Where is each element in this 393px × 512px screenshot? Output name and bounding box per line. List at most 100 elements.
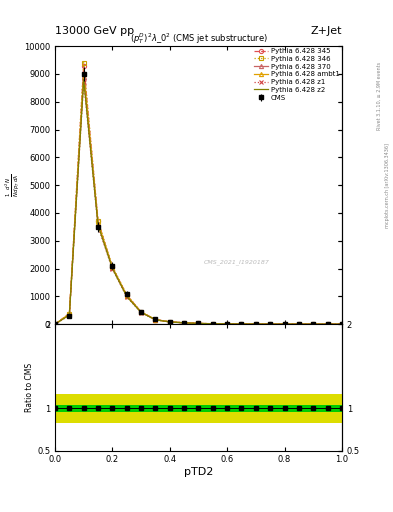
Pythia 6.428 z2 xyxy=(239,321,244,327)
Pythia 6.428 346 xyxy=(325,321,330,327)
Pythia 6.428 z2 xyxy=(153,317,158,323)
Pythia 6.428 346 xyxy=(282,321,287,327)
Pythia 6.428 ambt1 xyxy=(67,311,72,317)
Pythia 6.428 z1 xyxy=(67,312,72,318)
Pythia 6.428 346 xyxy=(167,318,172,325)
Pythia 6.428 z1 xyxy=(325,321,330,327)
Line: Pythia 6.428 370: Pythia 6.428 370 xyxy=(53,75,344,326)
Pythia 6.428 370 xyxy=(167,319,172,325)
Pythia 6.428 z2 xyxy=(53,321,57,327)
Pythia 6.428 z2 xyxy=(253,321,258,327)
Pythia 6.428 z2 xyxy=(96,222,101,228)
Pythia 6.428 370 xyxy=(282,321,287,327)
Pythia 6.428 z1 xyxy=(196,321,201,327)
X-axis label: pTD2: pTD2 xyxy=(184,467,213,477)
Pythia 6.428 ambt1 xyxy=(110,264,115,270)
Pythia 6.428 370 xyxy=(325,321,330,327)
Y-axis label: Ratio to CMS: Ratio to CMS xyxy=(25,363,34,412)
Pythia 6.428 345 xyxy=(239,321,244,327)
Pythia 6.428 345 xyxy=(81,62,86,69)
Pythia 6.428 ambt1 xyxy=(268,321,273,327)
Pythia 6.428 z1 xyxy=(53,321,57,327)
Pythia 6.428 345 xyxy=(196,321,201,327)
Pythia 6.428 z2 xyxy=(268,321,273,327)
Pythia 6.428 z2 xyxy=(139,309,143,315)
Text: mcplots.cern.ch [arXiv:1306.3436]: mcplots.cern.ch [arXiv:1306.3436] xyxy=(385,143,389,228)
Line: Pythia 6.428 z2: Pythia 6.428 z2 xyxy=(55,79,342,324)
Pythia 6.428 z1 xyxy=(297,321,301,327)
Title: $(p_T^D)^2\lambda\_0^2$ (CMS jet substructure): $(p_T^D)^2\lambda\_0^2$ (CMS jet substru… xyxy=(130,31,267,46)
Pythia 6.428 370 xyxy=(253,321,258,327)
Pythia 6.428 z1 xyxy=(96,224,101,230)
Pythia 6.428 z2 xyxy=(167,319,172,325)
Pythia 6.428 345 xyxy=(211,321,215,327)
Pythia 6.428 370 xyxy=(153,316,158,323)
Pythia 6.428 346 xyxy=(110,263,115,269)
Pythia 6.428 346 xyxy=(53,321,57,327)
Pythia 6.428 345 xyxy=(182,319,187,326)
Pythia 6.428 346 xyxy=(139,309,143,315)
Pythia 6.428 ambt1 xyxy=(253,321,258,327)
Pythia 6.428 z2 xyxy=(196,321,201,327)
Pythia 6.428 346 xyxy=(81,60,86,66)
Pythia 6.428 ambt1 xyxy=(225,321,230,327)
Pythia 6.428 z1 xyxy=(239,321,244,327)
Pythia 6.428 z1 xyxy=(253,321,258,327)
Pythia 6.428 z2 xyxy=(311,321,316,327)
Pythia 6.428 z2 xyxy=(225,321,230,327)
Pythia 6.428 346 xyxy=(253,321,258,327)
Pythia 6.428 z1 xyxy=(211,321,215,327)
Bar xyxy=(55,394,342,423)
Pythia 6.428 370 xyxy=(211,321,215,327)
Pythia 6.428 346 xyxy=(125,292,129,298)
Pythia 6.428 ambt1 xyxy=(311,321,316,327)
Pythia 6.428 345 xyxy=(125,292,129,298)
Pythia 6.428 z1 xyxy=(282,321,287,327)
Pythia 6.428 ambt1 xyxy=(182,319,187,326)
Pythia 6.428 ambt1 xyxy=(340,321,344,327)
Pythia 6.428 ambt1 xyxy=(53,321,57,327)
Pythia 6.428 346 xyxy=(196,321,201,327)
Pythia 6.428 ambt1 xyxy=(125,292,129,298)
Pythia 6.428 345 xyxy=(282,321,287,327)
Pythia 6.428 345 xyxy=(96,218,101,224)
Pythia 6.428 z1 xyxy=(81,79,86,86)
Pythia 6.428 ambt1 xyxy=(297,321,301,327)
Pythia 6.428 370 xyxy=(182,320,187,326)
Pythia 6.428 370 xyxy=(125,293,129,299)
Pythia 6.428 z1 xyxy=(268,321,273,327)
Pythia 6.428 345 xyxy=(139,309,143,315)
Pythia 6.428 ambt1 xyxy=(196,321,201,327)
Pythia 6.428 z2 xyxy=(125,293,129,300)
Pythia 6.428 ambt1 xyxy=(282,321,287,327)
Pythia 6.428 z2 xyxy=(297,321,301,327)
Pythia 6.428 ambt1 xyxy=(81,71,86,77)
Pythia 6.428 ambt1 xyxy=(96,220,101,226)
Pythia 6.428 370 xyxy=(81,74,86,80)
Pythia 6.428 345 xyxy=(67,310,72,316)
Text: 13000 GeV pp: 13000 GeV pp xyxy=(55,26,134,36)
Pythia 6.428 ambt1 xyxy=(167,319,172,325)
Pythia 6.428 345 xyxy=(167,319,172,325)
Pythia 6.428 ambt1 xyxy=(239,321,244,327)
Pythia 6.428 370 xyxy=(67,311,72,317)
Legend: Pythia 6.428 345, Pythia 6.428 346, Pythia 6.428 370, Pythia 6.428 ambt1, Pythia: Pythia 6.428 345, Pythia 6.428 346, Pyth… xyxy=(253,48,340,101)
Pythia 6.428 370 xyxy=(297,321,301,327)
Pythia 6.428 346 xyxy=(340,321,344,327)
Pythia 6.428 345 xyxy=(340,321,344,327)
Pythia 6.428 346 xyxy=(211,321,215,327)
Pythia 6.428 346 xyxy=(225,321,230,327)
Pythia 6.428 ambt1 xyxy=(211,321,215,327)
Text: Z+Jet: Z+Jet xyxy=(310,26,342,36)
Pythia 6.428 z1 xyxy=(139,310,143,316)
Text: Rivet 3.1.10, ≥ 2.9M events: Rivet 3.1.10, ≥ 2.9M events xyxy=(377,61,382,130)
Line: Pythia 6.428 z1: Pythia 6.428 z1 xyxy=(53,80,344,326)
Pythia 6.428 370 xyxy=(139,309,143,315)
Pythia 6.428 345 xyxy=(225,321,230,327)
Pythia 6.428 370 xyxy=(196,321,201,327)
Pythia 6.428 z2 xyxy=(110,265,115,271)
Line: Pythia 6.428 ambt1: Pythia 6.428 ambt1 xyxy=(53,72,344,326)
Pythia 6.428 346 xyxy=(268,321,273,327)
Pythia 6.428 z2 xyxy=(325,321,330,327)
Pythia 6.428 346 xyxy=(153,316,158,323)
